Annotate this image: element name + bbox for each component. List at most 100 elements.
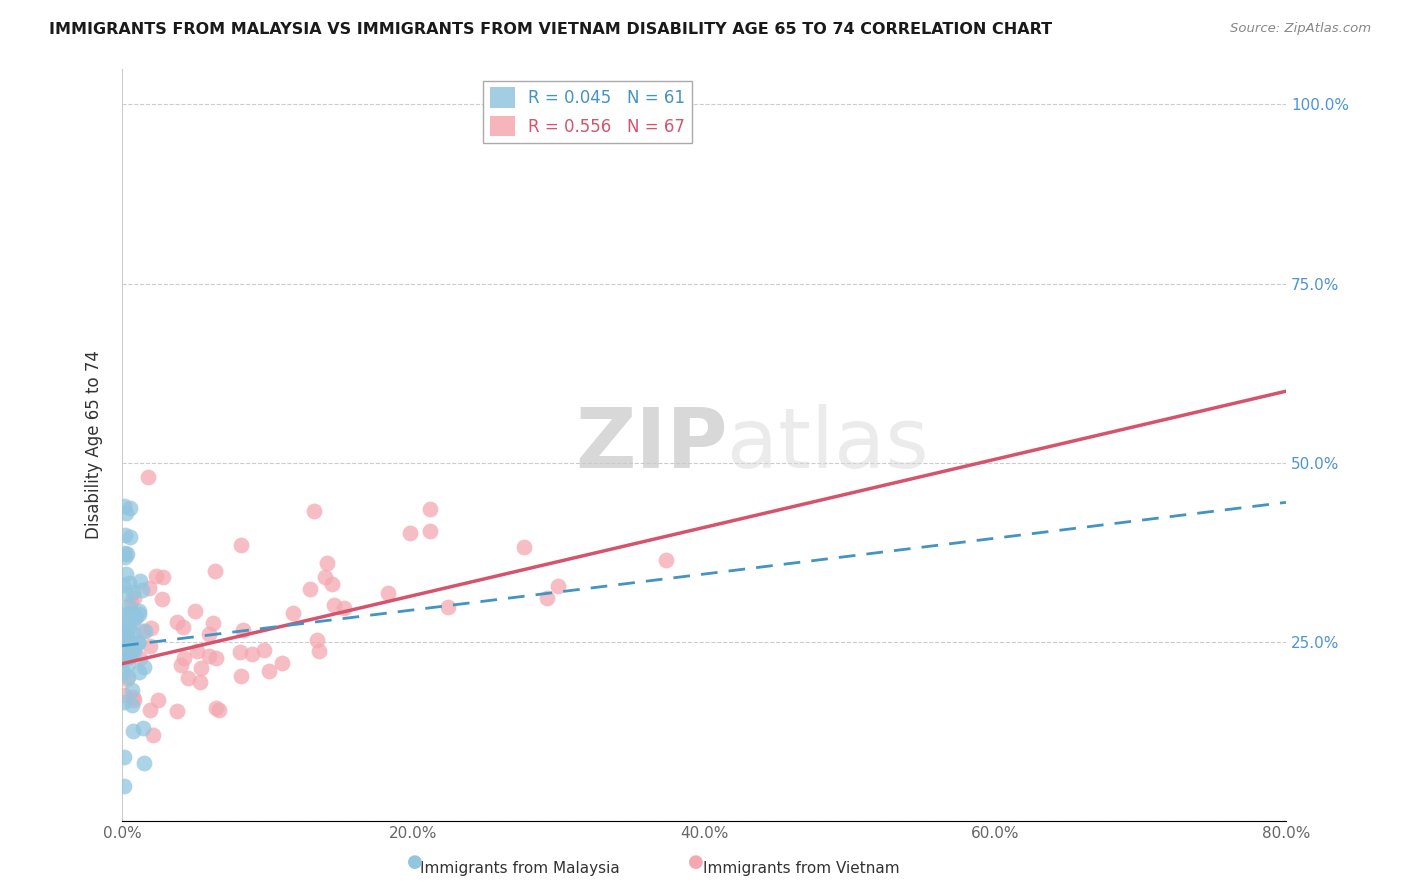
Point [112,750,135,764]
Point [205,701,228,715]
Point [204,650,226,665]
Point [112,628,135,642]
Point [114,620,136,634]
Point [177,671,200,685]
Point [129,651,152,665]
Point [121,698,143,712]
Point [145,569,167,583]
Point [131,583,153,598]
Text: Immigrants from Malaysia: Immigrants from Malaysia [420,861,620,876]
Point [141,621,163,635]
Point [114,625,136,640]
Point [136,470,159,484]
Point [437,599,460,614]
Point [112,696,135,710]
Point [115,628,138,642]
Point [138,581,160,595]
Point [120,530,142,544]
Point [112,641,135,656]
Point [111,650,134,665]
Point [229,645,252,659]
Point [122,584,145,599]
Point [114,632,136,647]
Point [118,634,141,648]
Point [122,626,145,640]
Point [197,627,219,641]
Point [127,635,149,649]
Point [121,724,143,739]
Point [132,659,155,673]
Point [121,644,143,658]
Point [253,642,276,657]
Point [112,578,135,592]
Point [125,609,148,624]
Point [114,527,136,541]
Point [142,728,165,742]
Point [134,756,156,770]
Point [114,550,136,565]
Point [122,693,145,707]
Point [112,779,135,793]
Point [124,607,146,622]
Point [139,702,162,716]
Point [146,692,169,706]
Point [201,616,224,631]
Point [112,688,135,702]
Point [184,604,207,618]
Y-axis label: Disability Age 65 to 74: Disability Age 65 to 74 [86,351,103,540]
Point [134,624,156,639]
Point [152,569,174,583]
Point [122,640,145,654]
Point [129,574,152,588]
Point [166,704,188,718]
Point [115,672,138,686]
Point [257,664,280,678]
Text: ●: ● [406,853,423,871]
Point [307,632,329,647]
Point [117,649,139,664]
Point [333,601,356,615]
Point [240,648,263,662]
Point [166,615,188,629]
Point [128,665,150,679]
Point [127,636,149,650]
Point [117,607,139,621]
Point [122,591,145,605]
Point [120,607,142,621]
Point [128,607,150,621]
Point [229,538,252,552]
Point [322,598,344,612]
Point [115,621,138,635]
Point [138,639,160,653]
Text: IMMIGRANTS FROM MALAYSIA VS IMMIGRANTS FROM VIETNAM DISABILITY AGE 65 TO 74 CORR: IMMIGRANTS FROM MALAYSIA VS IMMIGRANTS F… [49,22,1052,37]
Point [131,721,153,735]
Point [419,502,441,516]
Point [314,570,336,584]
Point [117,657,139,671]
Point [117,649,139,664]
Point [118,599,141,613]
Point [208,703,231,717]
Point [271,656,294,670]
Point [172,620,194,634]
Point [150,591,173,606]
Point [197,648,219,663]
Point [419,524,441,539]
Point [117,547,139,561]
Point [115,587,138,601]
Point [112,499,135,513]
Point [111,640,134,655]
Point [114,546,136,560]
Point [114,567,136,582]
Point [118,500,141,515]
Point [298,582,321,596]
Point [117,670,139,684]
Point [173,650,195,665]
Point [120,646,142,660]
Point [114,619,136,633]
Point [112,665,135,679]
Point [281,606,304,620]
Point [120,595,142,609]
Point [190,661,212,675]
Point [122,690,145,705]
